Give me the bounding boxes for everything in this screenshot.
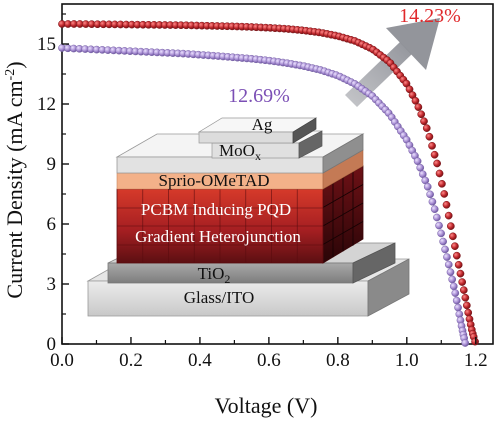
side-grid-line <box>322 221 364 245</box>
annotation-red-efficiency: 14.23% <box>399 5 461 27</box>
y-tick-label: 9 <box>47 154 57 175</box>
data-point <box>413 157 422 166</box>
x-tick-label: 0.6 <box>257 350 281 371</box>
layer-label-moox-main: MoO <box>219 141 255 160</box>
data-point <box>459 286 468 294</box>
data-point <box>454 303 462 312</box>
series-purple <box>58 44 470 347</box>
layer-label-moox: MoOx <box>219 141 261 163</box>
x-tick-label: 1.2 <box>464 350 488 371</box>
data-point <box>452 296 461 305</box>
data-point <box>461 339 470 347</box>
data-point <box>437 229 445 238</box>
data-point <box>433 159 441 168</box>
data-point <box>442 200 451 209</box>
data-point <box>452 251 461 260</box>
series-red <box>58 20 479 346</box>
ag-side-face <box>292 117 317 144</box>
data-point <box>462 301 471 310</box>
data-point <box>416 163 425 172</box>
layer-label-tio2: TiO2 <box>198 264 231 286</box>
data-point <box>411 96 420 105</box>
layer-label-tio2-sub: 2 <box>224 272 230 286</box>
data-point <box>439 237 447 246</box>
layer-label-pcbm: PCBM Inducing PQD <box>141 200 291 219</box>
x-axis-title: Voltage (V) <box>215 393 318 418</box>
layer-label-moox-sub: x <box>255 149 261 163</box>
x-tick-label: 0.0 <box>50 350 74 371</box>
device-structure-inset: Ag MoOx Sprio-OMeTAD PCBM Inducing PQD G… <box>86 115 410 317</box>
side-grid-line <box>322 184 364 208</box>
data-point <box>417 110 426 119</box>
plot-area-border <box>61 3 494 345</box>
moox-side-face <box>298 130 323 159</box>
y-tick-label: 0 <box>47 334 57 355</box>
side-grid-line <box>322 202 364 227</box>
data-point <box>420 117 428 126</box>
data-point <box>451 289 460 297</box>
tio2-side-face <box>352 242 396 284</box>
data-point <box>449 282 458 291</box>
x-tick-label: 0.2 <box>119 350 143 371</box>
data-point <box>444 211 453 220</box>
layer-label-gradient: Gradient Heterojunction <box>135 227 301 246</box>
y-axis-title-main: Current Density (mA cm <box>2 80 27 298</box>
data-point <box>414 103 423 111</box>
data-point <box>440 190 449 198</box>
data-point <box>449 232 457 241</box>
arrow-head <box>386 18 440 70</box>
data-point <box>422 124 431 132</box>
layer-label-ag: Ag <box>252 115 273 134</box>
glass-ito-side-face <box>367 258 410 317</box>
data-point <box>446 222 455 230</box>
data-point <box>464 308 473 317</box>
y-axis-title: Current Density (mA cm-2) <box>2 61 27 298</box>
y-axis-title-sup: -2 <box>3 69 18 81</box>
data-point <box>430 205 439 214</box>
x-tick-label: 0.8 <box>326 350 350 371</box>
data-point <box>430 150 439 159</box>
series-layer <box>58 20 479 347</box>
data-point <box>428 197 437 206</box>
annotation-purple-efficiency: 12.69% <box>228 85 290 107</box>
pqd-front-grid <box>117 189 323 263</box>
top-cap-side-face <box>322 133 364 174</box>
data-point <box>446 268 455 277</box>
plot-frame <box>61 3 494 345</box>
y-tick-label: 12 <box>37 94 56 115</box>
data-point <box>456 269 465 278</box>
data-point <box>461 293 470 302</box>
data-point <box>441 245 449 254</box>
layer-label-tio2-main: TiO <box>198 264 225 283</box>
data-point <box>444 260 453 269</box>
data-point <box>435 169 444 178</box>
x-tick-label: 0.4 <box>188 350 212 371</box>
x-tick-label: 1.0 <box>395 350 419 371</box>
data-point <box>423 182 432 191</box>
ticks-layer: 0.0 0.2 0.4 0.6 0.8 1.0 1.2 0 3 6 9 12 15 <box>37 13 488 371</box>
data-point <box>425 132 434 141</box>
tio2-front-face <box>107 262 354 284</box>
data-point <box>435 221 443 230</box>
layer-label-glass-ito: Glass/ITO <box>184 288 255 307</box>
pqd-side-grid <box>322 171 364 258</box>
y-tick-label: 15 <box>37 34 56 55</box>
data-point <box>443 253 451 261</box>
data-point <box>451 242 459 251</box>
y-axis-title-close: ) <box>2 61 27 68</box>
data-point <box>448 275 457 284</box>
data-point <box>428 141 436 150</box>
data-point <box>454 260 463 269</box>
data-point <box>433 213 441 222</box>
data-point <box>438 179 446 188</box>
data-point <box>426 190 434 199</box>
y-tick-label: 3 <box>47 274 57 295</box>
layer-label-spiro: Sprio-OMeTAD <box>158 171 269 190</box>
y-tick-label: 6 <box>47 214 57 235</box>
data-point <box>458 278 467 286</box>
